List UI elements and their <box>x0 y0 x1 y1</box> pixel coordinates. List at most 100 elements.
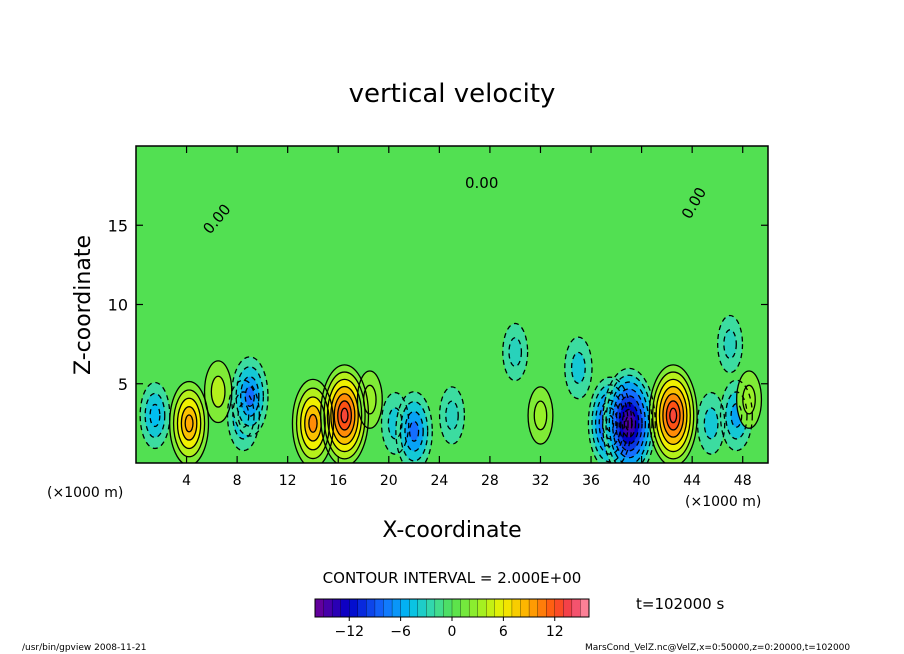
x-tick-label: 20 <box>380 473 398 489</box>
negative-contour <box>598 399 622 448</box>
field-level <box>669 408 677 423</box>
field-level <box>571 352 586 384</box>
colorbar-cell <box>546 598 556 618</box>
colorbar-cell <box>511 598 521 618</box>
colorbar-tick-label: 0 <box>448 624 457 640</box>
positive-contour <box>176 397 202 450</box>
positive-contour <box>527 386 554 445</box>
positive-contour <box>742 384 756 415</box>
negative-contour <box>232 391 255 440</box>
y-tick-label: 5 <box>118 375 128 394</box>
negative-contour <box>564 336 593 400</box>
negative-contour <box>438 386 466 445</box>
colorbar-cell <box>409 598 419 618</box>
colorbar-cell <box>331 598 342 618</box>
positive-contour <box>210 375 226 408</box>
footer-left: /usr/bin/gpview 2008-11-21 <box>22 643 146 653</box>
negative-contour <box>235 366 265 427</box>
x-tick-label: 40 <box>633 473 651 489</box>
colorbar-cell <box>468 598 479 618</box>
x-tick-label: 36 <box>582 473 600 489</box>
positive-contour <box>333 393 356 438</box>
field-level <box>409 421 419 442</box>
x-tick-label: 32 <box>532 473 550 489</box>
positive-contour <box>669 407 678 424</box>
field-level <box>704 407 718 439</box>
positive-contour <box>662 393 685 438</box>
colorbar-cell <box>443 598 453 618</box>
colorbar-cell <box>391 598 402 618</box>
colorbar-cell <box>323 598 333 618</box>
negative-contour <box>237 403 250 428</box>
negative-contour <box>594 391 626 455</box>
colorbar-cells <box>314 598 590 618</box>
colorbar-cell <box>426 598 436 618</box>
negative-contour <box>605 374 653 463</box>
field-level <box>723 329 737 359</box>
negative-contour <box>696 391 726 455</box>
positive-contour <box>648 364 698 463</box>
y-tick-label: 10 <box>108 296 128 315</box>
positive-contour <box>735 370 763 429</box>
field-level <box>509 337 522 367</box>
positive-contour <box>323 371 366 460</box>
negative-contour <box>139 381 171 450</box>
negative-contour <box>719 379 753 452</box>
negative-contour <box>625 415 633 431</box>
colorbar-cell <box>366 598 376 618</box>
positive-contour <box>172 389 206 458</box>
colorbar-cell <box>349 598 359 618</box>
negative-contour <box>226 379 260 452</box>
positive-contour <box>665 400 681 431</box>
negative-contour <box>387 407 403 440</box>
colorbar-cell <box>434 598 444 618</box>
colorbar-tick-label: 12 <box>546 624 564 640</box>
negative-contour <box>611 388 647 459</box>
positive-contour <box>356 370 383 429</box>
chart-title: vertical velocity <box>349 79 556 109</box>
colorbar-cell <box>571 598 581 618</box>
negative-contour <box>404 410 424 452</box>
negative-contour <box>144 392 166 439</box>
x-tick-label: 12 <box>279 473 297 489</box>
colorbar-tick-label: −12 <box>334 624 364 640</box>
negative-contour <box>618 402 640 445</box>
field-level <box>341 408 348 423</box>
field-level <box>150 404 160 427</box>
colorbar-cell <box>520 598 530 618</box>
field-level <box>308 414 318 433</box>
field-level <box>445 401 459 430</box>
positive-contour <box>308 413 318 433</box>
field-level <box>363 385 377 414</box>
colorbar-cell <box>357 598 367 618</box>
x-unit-right: (×1000 m) <box>685 494 761 510</box>
colorbar-cell <box>563 598 573 618</box>
negative-contour <box>502 322 529 382</box>
negative-contour <box>240 375 260 417</box>
x-tick-label: 24 <box>430 473 448 489</box>
contour-label: 0.00 <box>465 174 498 192</box>
colorbar-cell <box>503 598 513 618</box>
colorbar-cell <box>400 598 410 618</box>
field-level <box>211 376 225 408</box>
x-tick-label: 8 <box>233 473 242 489</box>
positive-contour <box>203 360 233 424</box>
colorbar-cell <box>460 598 470 618</box>
negative-contour <box>149 403 161 428</box>
positive-contour <box>330 385 359 446</box>
positive-contour <box>340 407 349 424</box>
colorbar-cell <box>417 598 427 618</box>
negative-contour <box>602 367 656 463</box>
positive-contour <box>291 378 335 463</box>
x-tick-label: 16 <box>329 473 347 489</box>
colorbar-cell <box>314 598 325 618</box>
positive-contour <box>658 385 688 446</box>
field-level <box>534 401 547 430</box>
negative-contour <box>408 420 420 442</box>
positive-contour <box>652 371 695 460</box>
colorbar-cell <box>554 598 564 618</box>
x-tick-label: 4 <box>182 473 191 489</box>
negative-contour <box>244 385 255 407</box>
x-axis-label: X-coordinate <box>382 518 521 543</box>
